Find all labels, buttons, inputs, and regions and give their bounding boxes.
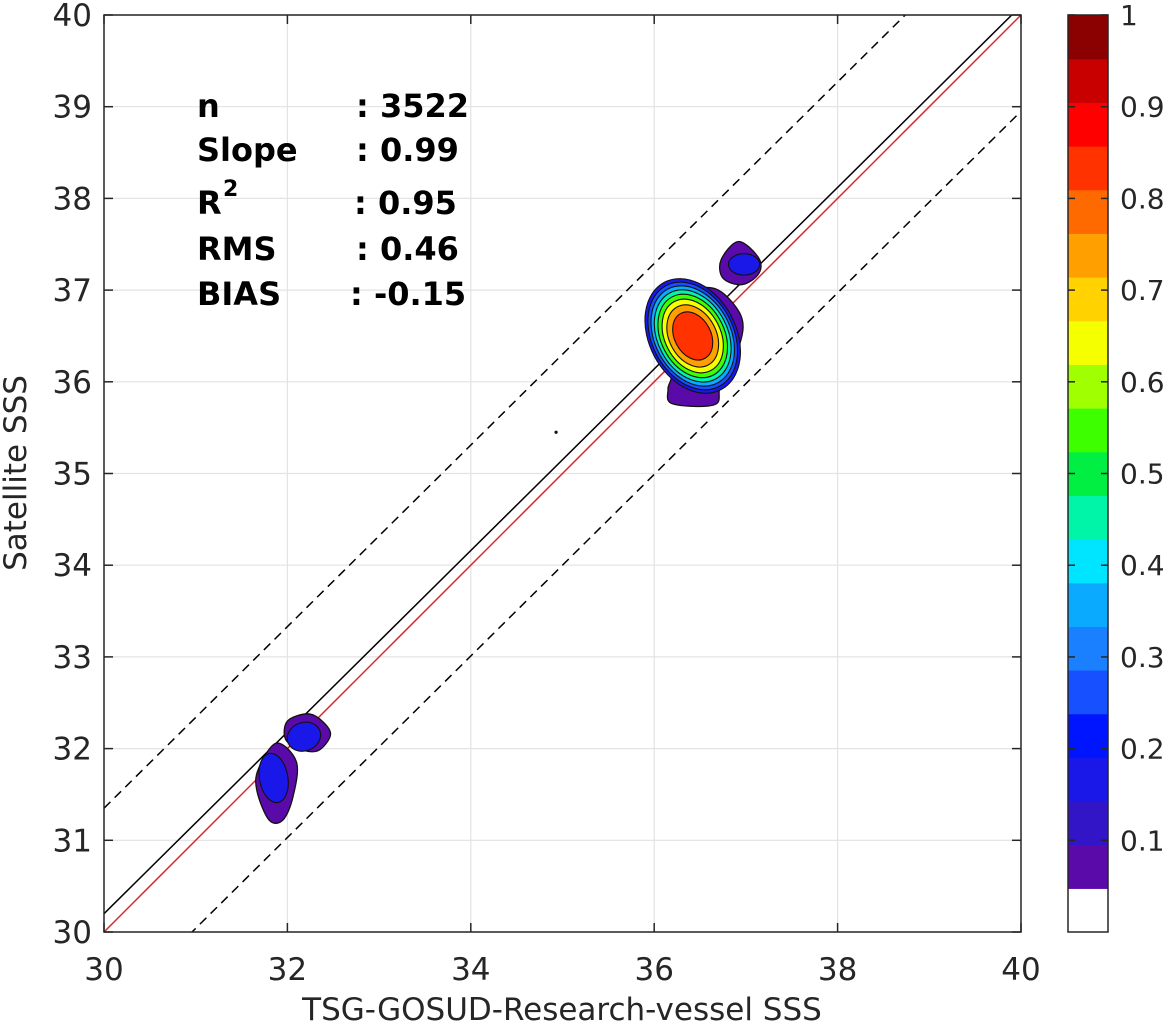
y-tick-label: 34 bbox=[53, 548, 92, 584]
density-cluster bbox=[283, 713, 332, 753]
colorbar-segment bbox=[1068, 146, 1108, 191]
colorbar-segment bbox=[1068, 626, 1108, 671]
reference-line-regression bbox=[104, 15, 1013, 915]
stray-point bbox=[554, 430, 558, 434]
stat-label-r2: R bbox=[197, 184, 222, 222]
stats-annotation: n : 3522 Slope : 0.99 R 2 : 0.95 RMS : 0… bbox=[197, 87, 469, 313]
density-contour-layer bbox=[255, 240, 762, 824]
stat-label-n: n bbox=[197, 87, 220, 125]
colorbar-segment bbox=[1068, 757, 1108, 802]
colorbar-segment bbox=[1068, 58, 1108, 103]
stat-value-r2: : 0.95 bbox=[354, 184, 457, 222]
stat-value-slope: : 0.99 bbox=[356, 131, 459, 169]
y-tick-label: 37 bbox=[53, 273, 92, 309]
colorbar-segment bbox=[1068, 364, 1108, 409]
reference-line-lower-bound bbox=[190, 110, 1021, 932]
stat-label-slope: Slope bbox=[197, 131, 298, 169]
y-tick-label: 40 bbox=[53, 0, 92, 34]
colorbar-tick-label: 0.6 bbox=[1120, 366, 1165, 399]
reference-line-upper-bound bbox=[104, 15, 907, 809]
y-axis-label: Satellite SSS bbox=[0, 375, 34, 571]
colorbar-segment bbox=[1068, 277, 1108, 322]
y-tick-label: 32 bbox=[53, 732, 92, 768]
contour-level bbox=[672, 311, 714, 361]
contour-level bbox=[258, 752, 289, 804]
stray-points-layer bbox=[554, 430, 558, 434]
y-tick-label: 31 bbox=[53, 823, 92, 859]
colorbar-tick-label: 0.2 bbox=[1120, 733, 1165, 766]
colorbar-segment bbox=[1068, 15, 1108, 60]
y-tick-label: 33 bbox=[53, 640, 92, 676]
stat-label-rms: RMS bbox=[197, 230, 277, 268]
y-tick-label: 35 bbox=[53, 457, 92, 493]
x-tick-label: 32 bbox=[268, 952, 307, 988]
density-cluster bbox=[644, 278, 744, 408]
colorbar-segment bbox=[1068, 408, 1108, 453]
colorbar-tick-label: 1 bbox=[1120, 0, 1138, 32]
colorbar-segment bbox=[1068, 582, 1108, 627]
colorbar-segment bbox=[1068, 844, 1108, 889]
colorbar-tick-label: 0.4 bbox=[1120, 549, 1165, 582]
colorbar-segment bbox=[1068, 102, 1108, 147]
stat-value-bias: : -0.15 bbox=[350, 275, 466, 313]
y-tick-label: 39 bbox=[53, 90, 92, 126]
colorbar-tick-label: 0.9 bbox=[1120, 91, 1165, 124]
x-tick-label: 30 bbox=[84, 952, 123, 988]
x-tick-label: 38 bbox=[818, 952, 857, 988]
colorbar-segment bbox=[1068, 320, 1108, 365]
stat-label-bias: BIAS bbox=[197, 275, 281, 313]
colorbar-segment bbox=[1068, 189, 1108, 234]
colorbar-tick-label: 0.3 bbox=[1120, 641, 1165, 674]
y-tick-label: 30 bbox=[53, 915, 92, 951]
colorbar-segment bbox=[1068, 888, 1108, 933]
y-tick-label: 38 bbox=[53, 181, 92, 217]
stat-label-r2-superscript: 2 bbox=[223, 177, 238, 202]
colorbar-tick-label: 0.8 bbox=[1120, 182, 1165, 215]
colorbar-tick-label: 0.1 bbox=[1120, 824, 1165, 857]
contour-level bbox=[727, 253, 761, 276]
tick-labels-layer: 30 32 34 36 38 40 30 31 32 33 34 35 36 37 38 39 40 bbox=[53, 0, 1041, 988]
tick-marks-layer bbox=[103, 14, 1022, 933]
y-tick-label: 36 bbox=[53, 365, 92, 401]
density-cluster bbox=[255, 742, 299, 824]
colorbar-segment bbox=[1068, 670, 1108, 715]
colorbar-segment bbox=[1068, 539, 1108, 584]
x-tick-label: 34 bbox=[451, 952, 490, 988]
colorbar: 0.1 0.2 0.3 0.4 0.5 0.6 0.7 0.8 0.9 1 bbox=[1067, 0, 1165, 933]
colorbar-tick-label: 0.7 bbox=[1120, 274, 1165, 307]
x-axis-label: TSG-GOSUD-Research-vessel SSS bbox=[301, 992, 822, 1028]
stat-value-n: : 3522 bbox=[356, 87, 469, 125]
contour-level bbox=[286, 721, 322, 752]
colorbar-segment bbox=[1068, 801, 1108, 846]
x-tick-label: 36 bbox=[634, 952, 673, 988]
colorbar-segment bbox=[1068, 713, 1108, 758]
x-tick-label: 40 bbox=[1001, 952, 1040, 988]
density-cluster bbox=[718, 240, 762, 286]
stat-value-rms: : 0.46 bbox=[356, 230, 459, 268]
colorbar-segment bbox=[1068, 495, 1108, 540]
colorbar-tick-label: 0.5 bbox=[1120, 458, 1165, 491]
colorbar-segment bbox=[1068, 233, 1108, 278]
